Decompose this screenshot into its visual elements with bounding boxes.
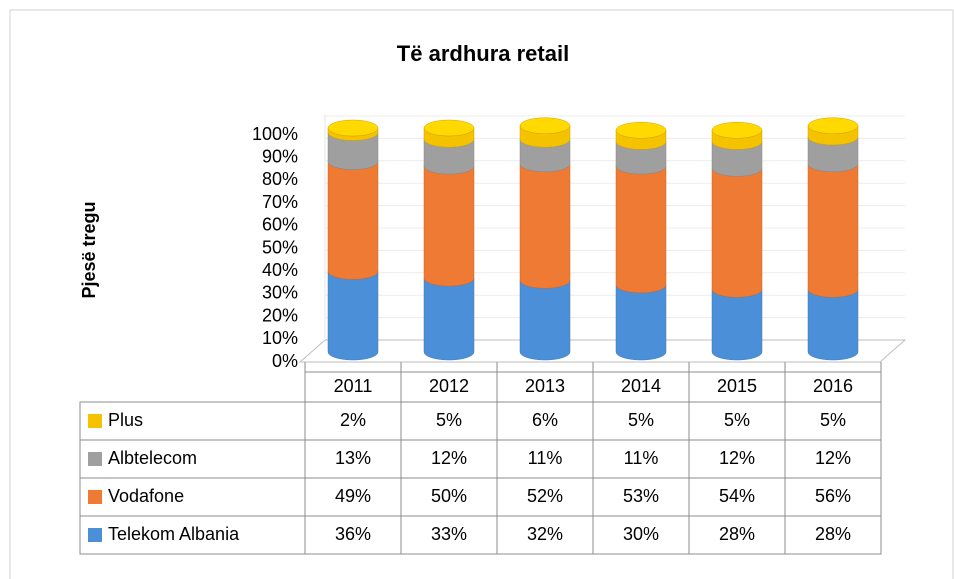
chart-title: Të ardhura retail (397, 41, 569, 66)
table-value: 54% (719, 486, 755, 506)
y-tick-label: 100% (252, 124, 298, 144)
bar-cap (711, 121, 763, 139)
table-value: 30% (623, 524, 659, 544)
table-value: 28% (719, 524, 755, 544)
y-axis-title: Pjesë tregu (79, 201, 99, 298)
bar-segment (519, 163, 571, 289)
bar-cap (423, 119, 475, 137)
legend-key (88, 452, 102, 466)
bar-cap (615, 121, 667, 139)
x-tick-label: 2012 (429, 376, 469, 396)
legend-key (88, 490, 102, 504)
bar-cap (807, 117, 859, 135)
legend-key (88, 528, 102, 542)
legend-label: Telekom Albania (108, 524, 240, 544)
x-tick-label: 2013 (525, 376, 565, 396)
bar-segment (327, 271, 379, 361)
y-tick-label: 60% (262, 215, 298, 235)
table-value: 12% (815, 448, 851, 468)
bar-segment (423, 278, 475, 361)
bar-segment (519, 280, 571, 361)
bar-cap (327, 119, 379, 137)
table-value: 32% (527, 524, 563, 544)
y-tick-label: 0% (272, 351, 298, 371)
bar-segment (807, 289, 859, 361)
legend-label: Vodafone (108, 486, 184, 506)
bar-segment (423, 166, 475, 287)
x-tick-label: 2014 (621, 376, 661, 396)
y-tick-label: 90% (262, 146, 298, 166)
legend-key (88, 414, 102, 428)
table-value: 5% (628, 410, 654, 430)
y-tick-label: 70% (262, 192, 298, 212)
y-tick-label: 40% (262, 260, 298, 280)
bar-segment (615, 284, 667, 361)
x-tick-label: 2011 (334, 376, 373, 396)
table-value: 33% (431, 524, 467, 544)
bar-segment (711, 289, 763, 361)
table-value: 36% (335, 524, 371, 544)
table-value: 5% (724, 410, 750, 430)
bar-segment (711, 168, 763, 298)
table-value: 2% (340, 410, 366, 430)
bar-cap (519, 117, 571, 135)
table-value: 11% (624, 448, 659, 468)
legend-label: Albtelecom (108, 448, 197, 468)
table-value: 6% (532, 410, 558, 430)
table-value: 11% (528, 448, 563, 468)
table-value: 49% (335, 486, 371, 506)
x-tick-label: 2016 (813, 376, 853, 396)
y-tick-label: 80% (262, 169, 298, 189)
bar-segment (327, 161, 379, 280)
table-value: 12% (719, 448, 755, 468)
table-value: 53% (623, 486, 659, 506)
legend-label: Plus (108, 410, 143, 430)
table-value: 13% (335, 448, 371, 468)
table-value: 12% (431, 448, 467, 468)
y-tick-label: 30% (262, 283, 298, 303)
table-value: 5% (436, 410, 462, 430)
table-value: 52% (527, 486, 563, 506)
table-value: 28% (815, 524, 851, 544)
table-value: 5% (820, 410, 846, 430)
y-tick-label: 10% (262, 328, 298, 348)
y-tick-label: 20% (262, 305, 298, 325)
bar-segment (807, 163, 859, 298)
bar-segment (615, 166, 667, 294)
x-tick-label: 2015 (717, 376, 757, 396)
chart-frame (9, 9, 954, 579)
table-value: 50% (431, 486, 467, 506)
y-tick-label: 50% (262, 237, 298, 257)
table-value: 56% (815, 486, 851, 506)
